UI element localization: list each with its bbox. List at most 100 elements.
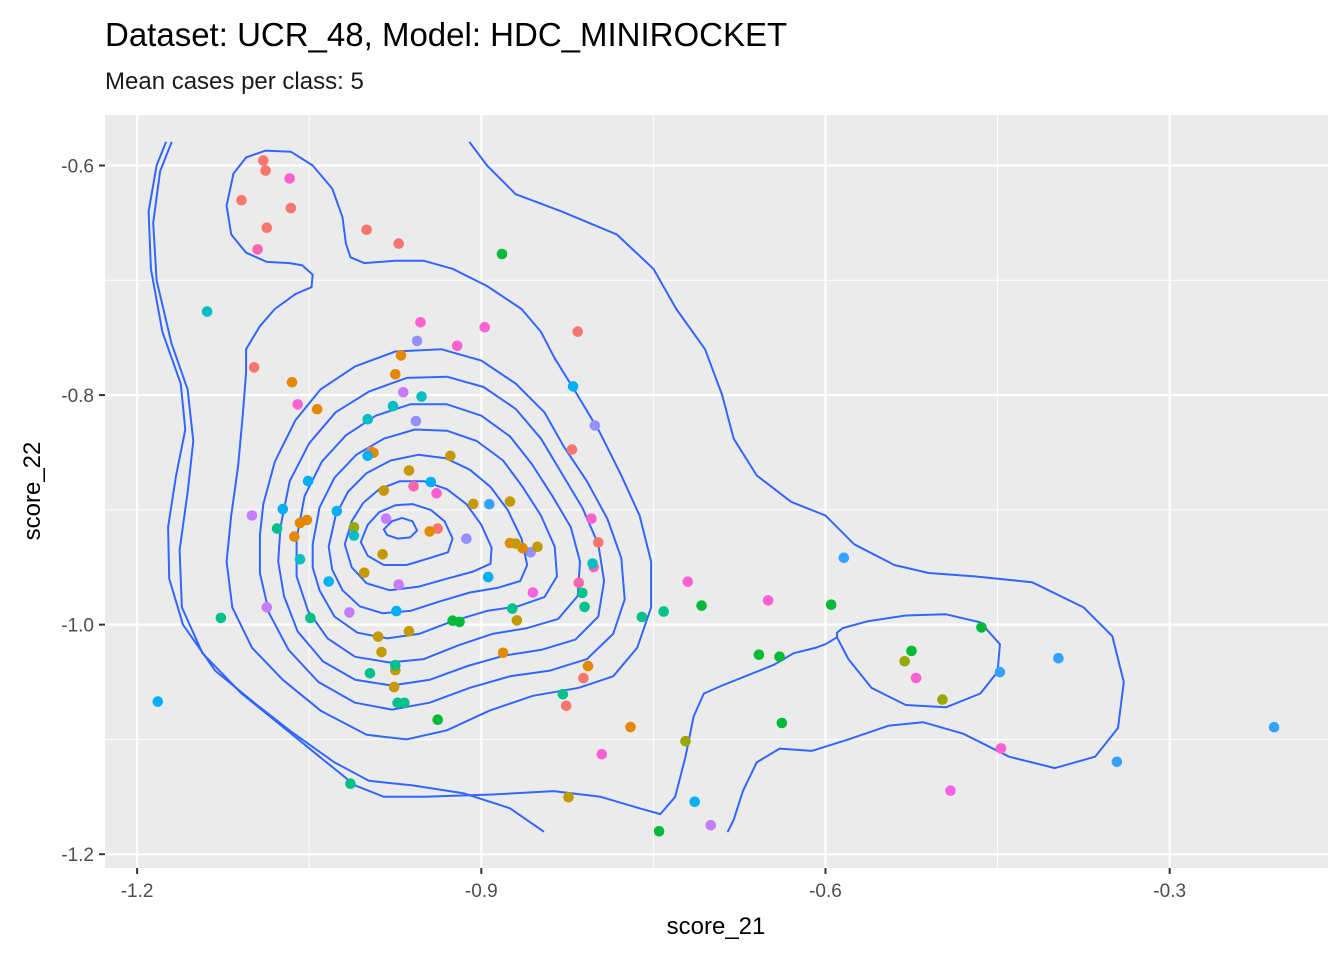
data-point bbox=[532, 541, 543, 553]
x-tick-label: -0.9 bbox=[465, 881, 498, 902]
data-point bbox=[577, 587, 588, 599]
data-point bbox=[497, 647, 509, 659]
data-point bbox=[596, 748, 608, 760]
data-point bbox=[258, 155, 269, 166]
scatter-points bbox=[152, 155, 1280, 837]
data-point bbox=[838, 552, 850, 564]
data-point bbox=[395, 350, 407, 361]
data-point bbox=[411, 335, 423, 347]
data-point bbox=[507, 603, 518, 614]
data-point bbox=[705, 819, 717, 831]
data-point bbox=[393, 238, 405, 249]
data-point bbox=[496, 248, 508, 260]
data-point bbox=[937, 694, 948, 705]
data-point bbox=[776, 717, 788, 729]
x-tick-label: -0.3 bbox=[1153, 881, 1186, 902]
density-contours bbox=[147, 141, 1125, 833]
data-point bbox=[359, 567, 370, 578]
data-point bbox=[393, 579, 405, 590]
data-point bbox=[1053, 652, 1064, 664]
contour-line bbox=[359, 503, 454, 566]
data-point bbox=[906, 645, 917, 657]
data-point bbox=[398, 386, 409, 398]
data-point bbox=[248, 362, 260, 373]
data-point bbox=[261, 602, 273, 613]
data-point bbox=[1111, 756, 1123, 768]
y-axis-title: score_22 bbox=[19, 442, 46, 541]
data-point bbox=[945, 785, 956, 796]
data-point bbox=[415, 317, 426, 328]
data-point bbox=[910, 672, 922, 684]
data-point bbox=[696, 600, 707, 611]
data-point bbox=[285, 202, 297, 214]
data-point bbox=[563, 791, 574, 803]
x-axis-title: score_21 bbox=[667, 913, 766, 940]
contour-line bbox=[225, 149, 653, 741]
data-point bbox=[376, 646, 387, 658]
grid-minor bbox=[105, 115, 1343, 868]
data-point bbox=[461, 533, 472, 544]
data-point bbox=[567, 381, 579, 392]
y-tick-label: -0.8 bbox=[61, 386, 94, 407]
data-point bbox=[294, 554, 306, 565]
data-point bbox=[301, 514, 313, 526]
data-point bbox=[593, 537, 604, 548]
chart-title: Dataset: UCR_48, Model: HDC_MINIROCKET bbox=[105, 16, 787, 53]
contour-line bbox=[343, 480, 493, 592]
contour-line bbox=[147, 141, 545, 833]
data-point bbox=[432, 523, 444, 534]
data-point bbox=[331, 505, 343, 517]
data-point bbox=[451, 340, 463, 352]
data-point bbox=[345, 778, 356, 789]
data-point bbox=[479, 321, 491, 333]
data-point bbox=[636, 611, 648, 623]
data-point bbox=[362, 450, 374, 462]
data-point bbox=[504, 496, 516, 507]
data-point bbox=[344, 607, 355, 618]
data-point bbox=[152, 696, 164, 707]
y-tick-label: -1.0 bbox=[61, 616, 94, 637]
contour-line bbox=[277, 375, 606, 687]
data-point bbox=[586, 513, 597, 524]
data-point bbox=[899, 656, 910, 667]
data-point bbox=[682, 576, 694, 587]
data-point bbox=[302, 475, 314, 487]
data-point bbox=[277, 503, 289, 515]
data-point bbox=[380, 513, 392, 524]
data-point bbox=[252, 244, 263, 255]
data-point bbox=[825, 599, 837, 610]
x-tick-label: -1.2 bbox=[121, 881, 154, 902]
data-point bbox=[348, 530, 360, 541]
data-point bbox=[377, 549, 388, 560]
data-point bbox=[689, 796, 700, 807]
y-tick-label: -0.6 bbox=[61, 157, 94, 178]
data-point bbox=[403, 465, 415, 476]
data-point bbox=[416, 391, 427, 402]
data-point bbox=[391, 605, 402, 617]
data-point bbox=[579, 601, 590, 613]
data-point bbox=[976, 622, 987, 633]
y-axis: -0.6 -0.8 -1.0 -1.2 bbox=[61, 157, 105, 866]
data-point bbox=[658, 606, 669, 617]
data-point bbox=[215, 612, 227, 624]
data-point bbox=[348, 522, 360, 533]
data-point bbox=[560, 700, 572, 712]
data-point bbox=[431, 487, 442, 499]
data-point bbox=[236, 194, 247, 206]
data-point bbox=[323, 576, 335, 587]
data-point bbox=[557, 688, 569, 700]
data-point bbox=[425, 476, 437, 488]
data-point bbox=[625, 721, 636, 733]
data-point bbox=[587, 558, 598, 569]
data-point bbox=[578, 672, 589, 684]
data-point bbox=[362, 413, 374, 425]
data-point bbox=[510, 538, 521, 549]
data-point bbox=[289, 531, 300, 542]
data-point bbox=[1268, 721, 1280, 733]
data-point bbox=[454, 616, 465, 628]
data-point bbox=[305, 612, 316, 624]
data-point bbox=[260, 165, 271, 176]
data-point bbox=[753, 649, 765, 660]
data-point bbox=[468, 498, 479, 510]
